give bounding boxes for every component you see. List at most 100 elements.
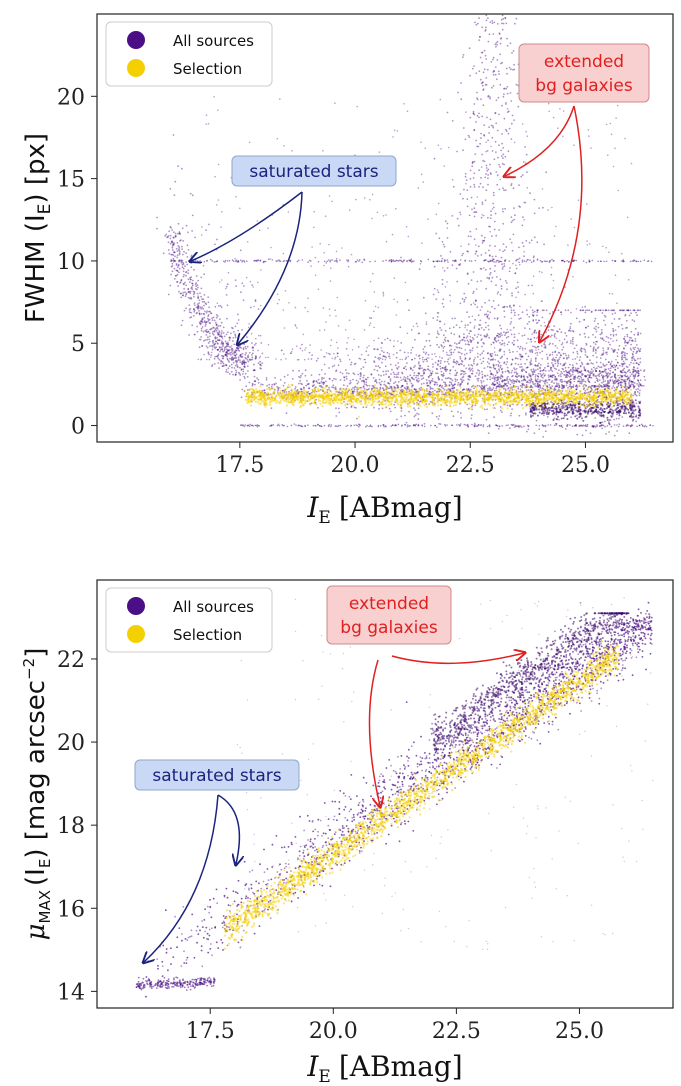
point-all-sources: [394, 364, 397, 367]
point-all-sources: [322, 390, 324, 392]
point-all-sources: [623, 347, 625, 350]
point-all-sources: [268, 383, 271, 386]
point-all-sources: [214, 175, 216, 178]
point-all-sources: [466, 339, 469, 342]
point-all-sources: [336, 352, 339, 355]
point-all-sources: [625, 372, 628, 374]
point-all-sources: [359, 372, 362, 375]
point-all-sources: [418, 354, 421, 357]
point-all-sources: [476, 363, 479, 365]
point-all-sources: [374, 356, 377, 358]
point-all-sources: [380, 347, 383, 349]
point-all-sources: [177, 285, 180, 287]
point-all-sources: [404, 379, 407, 382]
point-all-sources: [567, 356, 570, 359]
point-all-sources: [543, 309, 545, 312]
point-all-sources: [643, 259, 646, 262]
point-all-sources: [555, 422, 557, 425]
point-all-sources: [462, 252, 464, 255]
point-all-sources: [441, 283, 444, 285]
point-all-sources: [494, 140, 497, 143]
point-all-sources: [349, 379, 352, 382]
point-all-sources: [555, 337, 558, 340]
point-all-sources: [610, 376, 612, 379]
point-all-sources: [493, 317, 496, 320]
point-all-sources: [360, 386, 363, 389]
point-all-sources: [489, 366, 491, 369]
point-all-sources: [248, 425, 251, 428]
point-all-sources: [454, 369, 457, 372]
point-all-sources: [414, 338, 416, 341]
point-all-sources: [506, 366, 509, 369]
point-all-sources: [443, 334, 445, 337]
point-all-sources: [271, 383, 274, 386]
point-all-sources: [351, 391, 354, 393]
point-all-sources: [440, 260, 443, 263]
point-all-sources: [276, 389, 279, 392]
point-all-sources: [542, 206, 544, 209]
point-all-sources: [406, 110, 409, 113]
point-all-sources: [491, 136, 494, 139]
point-all-sources: [471, 370, 474, 372]
point-all-sources: [381, 350, 383, 352]
point-all-sources: [258, 425, 261, 427]
point-all-sources: [487, 17, 489, 19]
point-all-sources: [489, 378, 491, 381]
point-all-sources: [615, 364, 618, 367]
point-all-sources: [533, 336, 536, 339]
point-all-sources: [577, 367, 580, 370]
point-all-sources: [562, 110, 565, 112]
point-all-sources: [433, 265, 436, 268]
point-all-sources: [613, 387, 616, 389]
point-all-sources: [523, 384, 526, 387]
point-all-sources: [525, 260, 528, 263]
point-all-sources: [503, 382, 506, 385]
point-all-sources: [492, 85, 495, 87]
point-all-sources: [521, 366, 523, 368]
point-all-sources: [550, 334, 553, 337]
point-all-sources: [197, 286, 199, 289]
point-all-sources: [353, 363, 356, 366]
point-all-sources: [485, 313, 488, 316]
point-all-sources: [167, 235, 170, 237]
point-all-sources: [484, 28, 487, 31]
point-all-sources: [459, 340, 462, 342]
point-all-sources: [335, 250, 338, 253]
point-all-sources: [438, 237, 441, 240]
point-all-sources: [482, 186, 484, 189]
point-all-sources: [481, 345, 483, 348]
point-all-sources: [471, 423, 473, 426]
point-all-sources: [515, 425, 517, 428]
point-all-sources: [365, 350, 368, 353]
point-all-sources: [225, 285, 228, 288]
point-all-sources: [339, 360, 342, 363]
point-all-sources: [495, 379, 498, 382]
point-all-sources: [180, 324, 183, 327]
point-all-sources: [479, 424, 482, 426]
point-all-sources: [592, 370, 594, 372]
point-all-sources: [496, 293, 499, 295]
point-all-sources: [235, 369, 237, 372]
point-all-sources: [479, 56, 482, 59]
point-all-sources: [531, 370, 533, 373]
point-all-sources: [440, 386, 443, 389]
point-all-sources: [556, 378, 558, 381]
point-all-sources: [496, 385, 498, 388]
point-all-sources: [585, 385, 587, 387]
point-all-sources: [489, 376, 491, 378]
point-all-sources: [383, 380, 386, 383]
point-all-sources: [501, 268, 504, 270]
point-all-sources: [602, 347, 604, 349]
point-all-sources: [466, 335, 469, 337]
point-all-sources: [236, 313, 239, 316]
point-all-sources: [540, 393, 543, 396]
point-all-sources: [410, 349, 413, 351]
point-all-sources: [608, 385, 611, 387]
point-all-sources: [301, 349, 304, 352]
point-all-sources: [427, 368, 430, 371]
point-all-sources: [333, 352, 335, 355]
point-all-sources: [216, 349, 219, 351]
point-all-sources: [185, 224, 188, 227]
point-all-sources: [473, 334, 476, 336]
point-all-sources: [480, 132, 482, 135]
